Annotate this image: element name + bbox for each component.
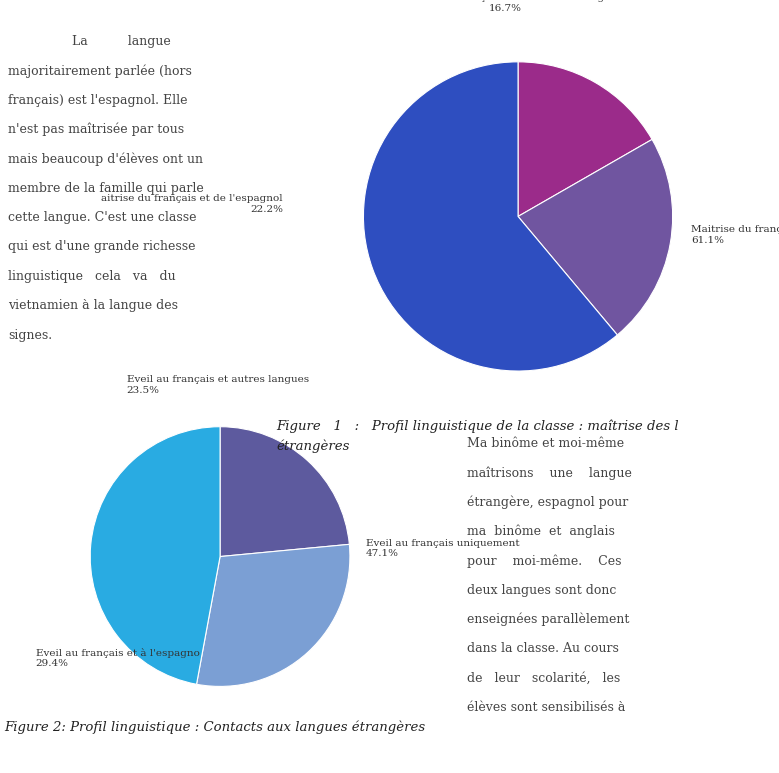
Text: Figure 2: Profil linguistique : Contacts aux langues étrangères: Figure 2: Profil linguistique : Contacts…: [4, 720, 425, 734]
Text: étrangère, espagnol pour: étrangère, espagnol pour: [467, 495, 629, 509]
Text: dans la classe. Au cours: dans la classe. Au cours: [467, 642, 619, 656]
Text: enseignées parallèlement: enseignées parallèlement: [467, 613, 629, 626]
Text: français) est l'espagnol. Elle: français) est l'espagnol. Elle: [8, 94, 187, 107]
Wedge shape: [90, 427, 220, 684]
Wedge shape: [518, 139, 672, 335]
Text: maîtrisons    une    langue: maîtrisons une langue: [467, 466, 633, 479]
Text: linguistique   cela   va   du: linguistique cela va du: [8, 270, 175, 283]
Text: Eveil au français et autres langues
23.5%: Eveil au français et autres langues 23.5…: [126, 376, 308, 395]
Text: membre de la famille qui parle: membre de la famille qui parle: [8, 182, 203, 195]
Wedge shape: [196, 544, 350, 686]
Text: mais beaucoup d'élèves ont un: mais beaucoup d'élèves ont un: [8, 152, 203, 165]
Text: aitrise du français et de l'espagnol
22.2%: aitrise du français et de l'espagnol 22.…: [101, 194, 283, 214]
Text: pour    moi-même.    Ces: pour moi-même. Ces: [467, 554, 622, 567]
Wedge shape: [364, 62, 617, 371]
Text: de   leur   scolarité,   les: de leur scolarité, les: [467, 672, 621, 685]
Text: vietnamien à la langue des: vietnamien à la langue des: [8, 299, 178, 312]
Text: n'est pas maîtrisée par tous: n'est pas maîtrisée par tous: [8, 123, 184, 136]
Text: cette langue. C'est une classe: cette langue. C'est une classe: [8, 211, 196, 224]
Text: deux langues sont donc: deux langues sont donc: [467, 584, 617, 597]
Text: Ma binôme et moi-même: Ma binôme et moi-même: [467, 437, 625, 450]
Text: Figure   1   :   Profil linguistique de la classe : maîtrise des l: Figure 1 : Profil linguistique de la cla…: [277, 420, 679, 433]
Wedge shape: [220, 427, 349, 557]
Wedge shape: [518, 62, 652, 216]
Text: signes.: signes.: [8, 329, 52, 342]
Text: Eveil au français et à l'espagno
29.4%: Eveil au français et à l'espagno 29.4%: [36, 648, 199, 668]
Text: Maitrise du français et d'une autre langue
16.7%: Maitrise du français et d'une autre lang…: [395, 0, 617, 13]
Text: Maitrise du français unique
61.1%: Maitrise du français unique 61.1%: [691, 225, 779, 245]
Text: Eveil au français uniquement
47.1%: Eveil au français uniquement 47.1%: [365, 539, 519, 558]
Text: La          langue: La langue: [8, 35, 171, 48]
Text: étrangères: étrangères: [277, 439, 350, 452]
Text: ma  binôme  et  anglais: ma binôme et anglais: [467, 525, 615, 538]
Text: majoritairement parlée (hors: majoritairement parlée (hors: [8, 64, 192, 77]
Text: qui est d'une grande richesse: qui est d'une grande richesse: [8, 240, 196, 254]
Text: élèves sont sensibilisés à: élèves sont sensibilisés à: [467, 701, 626, 714]
